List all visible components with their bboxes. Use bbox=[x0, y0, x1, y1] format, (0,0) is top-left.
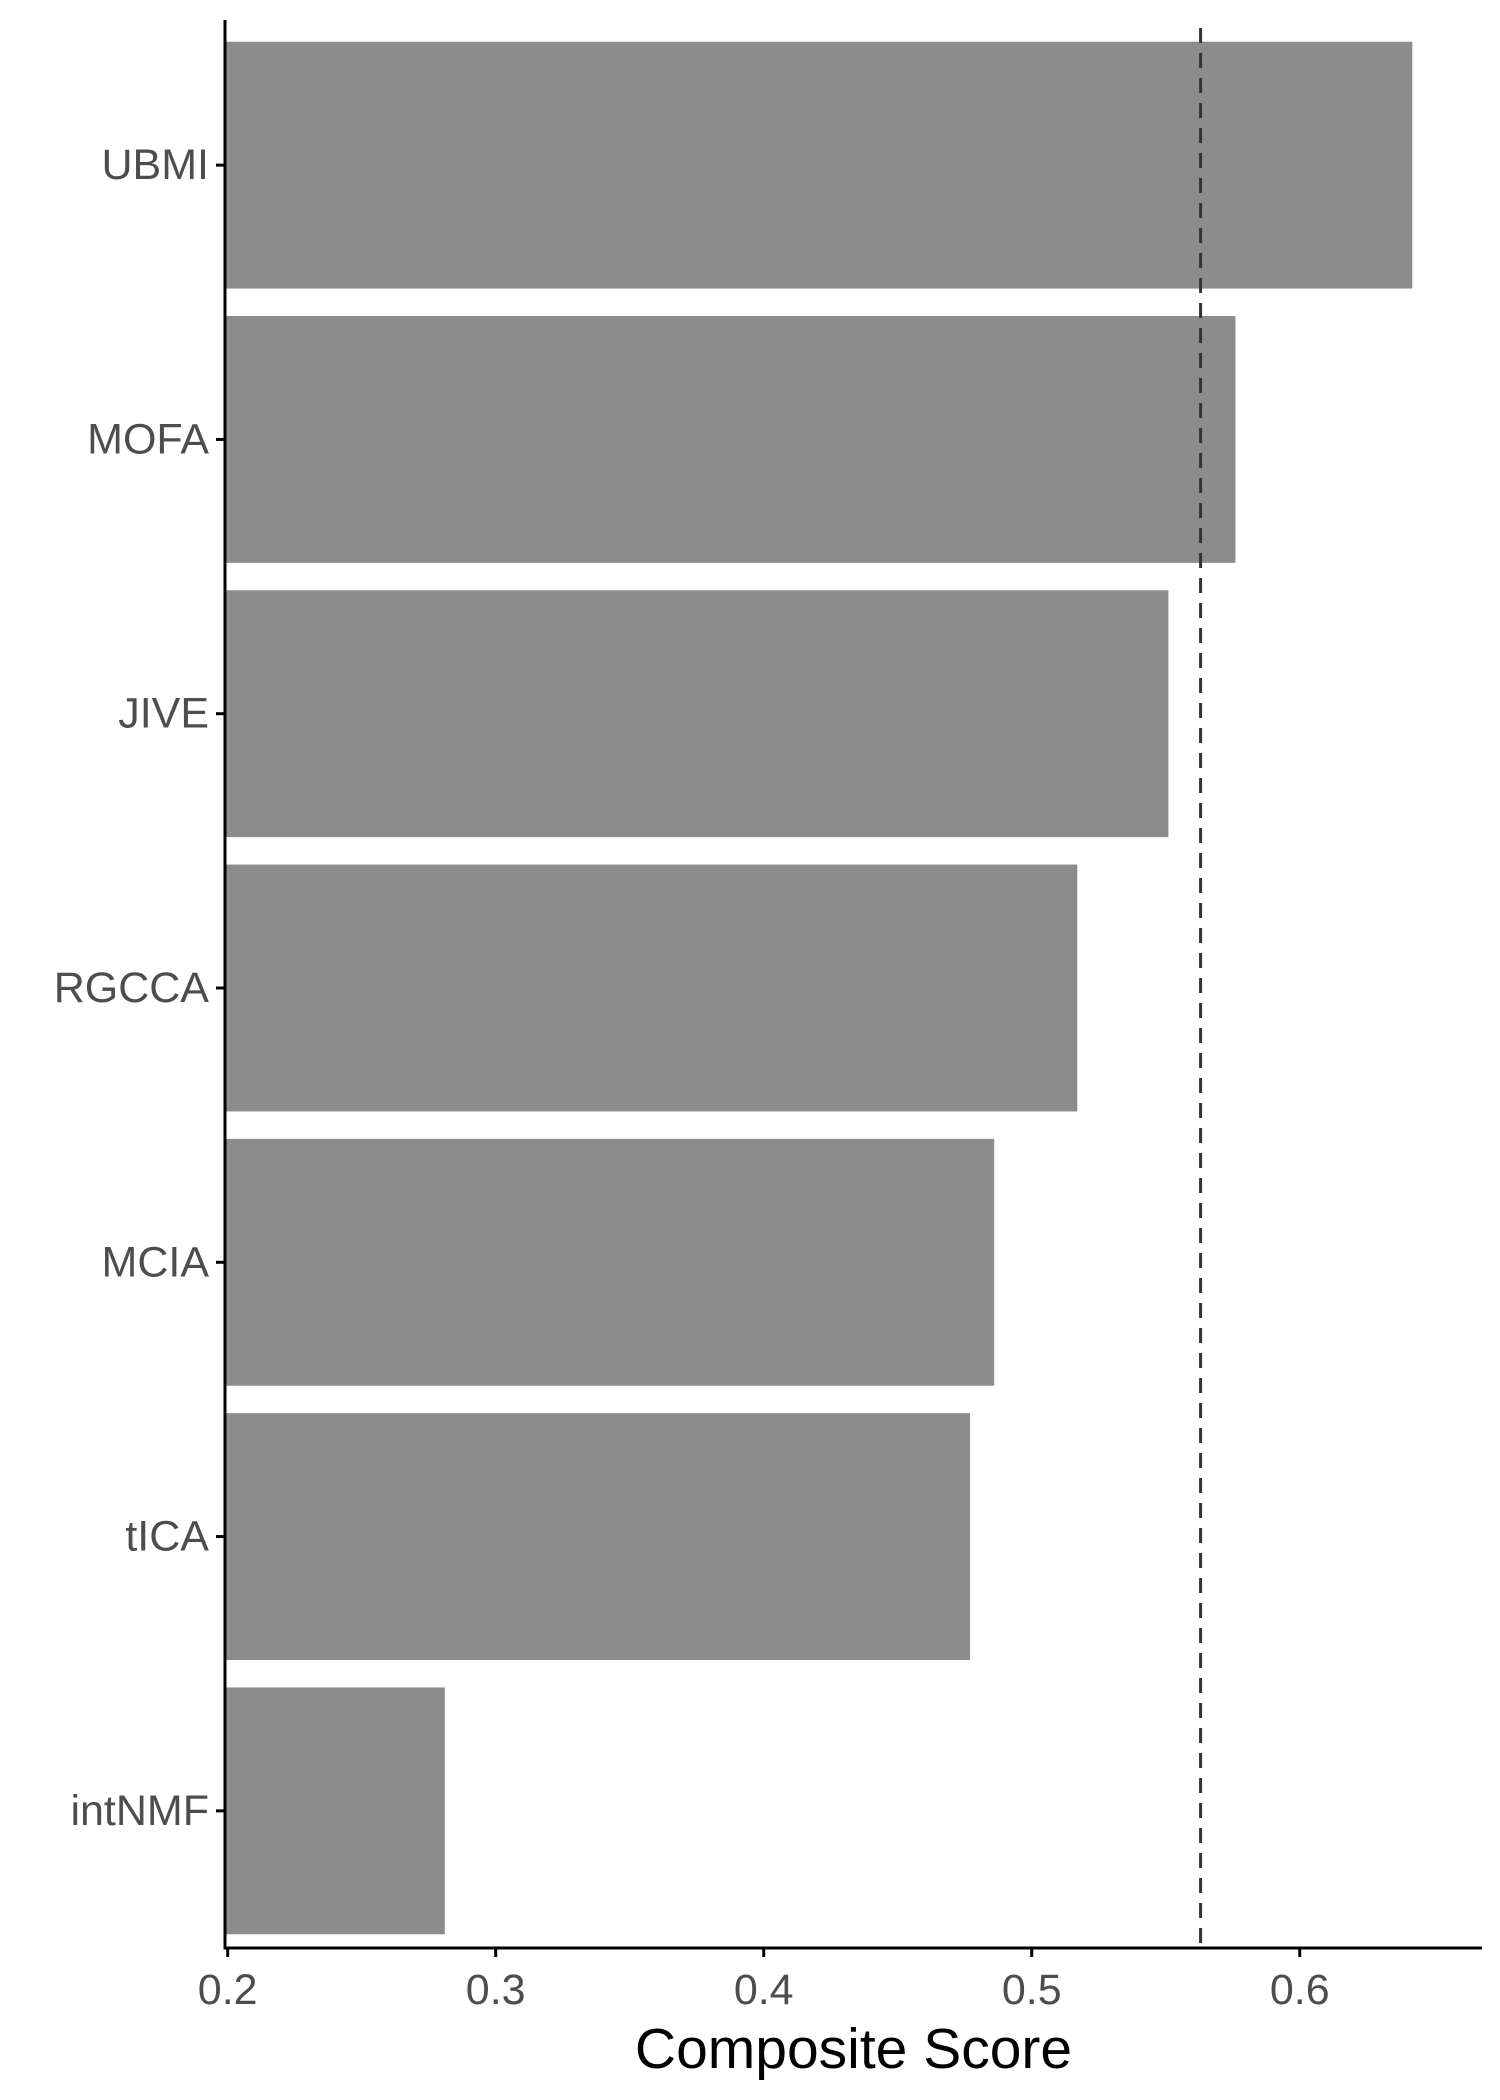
y-tick-label-intnmf: intNMF bbox=[70, 1787, 209, 1835]
x-tick-label-2: 0.4 bbox=[734, 1966, 794, 2014]
y-tick-label-rgcca: RGCCA bbox=[54, 964, 210, 1012]
y-tick-label-tica: tICA bbox=[125, 1513, 209, 1561]
bar-ubmi bbox=[225, 41, 1413, 289]
bar-rgcca bbox=[225, 864, 1078, 1112]
x-tick-label-1: 0.3 bbox=[466, 1966, 526, 2014]
y-tick-label-ubmi: UBMI bbox=[102, 141, 210, 189]
bar-mcia bbox=[225, 1138, 995, 1386]
y-tick-label-mofa: MOFA bbox=[87, 415, 209, 463]
x-tick-label-3: 0.5 bbox=[1002, 1966, 1062, 2014]
x-tick-label-4: 0.6 bbox=[1270, 1966, 1330, 2014]
bar-mofa bbox=[225, 316, 1236, 563]
bar-intnmf bbox=[225, 1687, 445, 1935]
bars-group bbox=[225, 41, 1413, 1935]
bar-jive bbox=[225, 590, 1169, 838]
ticks-group: UBMI MOFA JIVE RGCCA MCIA tICA intNMF 0.2 0.3 0.4… bbox=[54, 141, 1330, 2014]
x-axis-title: Composite Score bbox=[635, 2017, 1072, 2081]
y-tick-label-mcia: MCIA bbox=[102, 1238, 210, 1286]
axes-group bbox=[223, 20, 1482, 1950]
y-tick-label-jive: JIVE bbox=[118, 690, 209, 738]
x-tick-label-0: 0.2 bbox=[198, 1966, 258, 2014]
bar-tica bbox=[225, 1413, 971, 1660]
